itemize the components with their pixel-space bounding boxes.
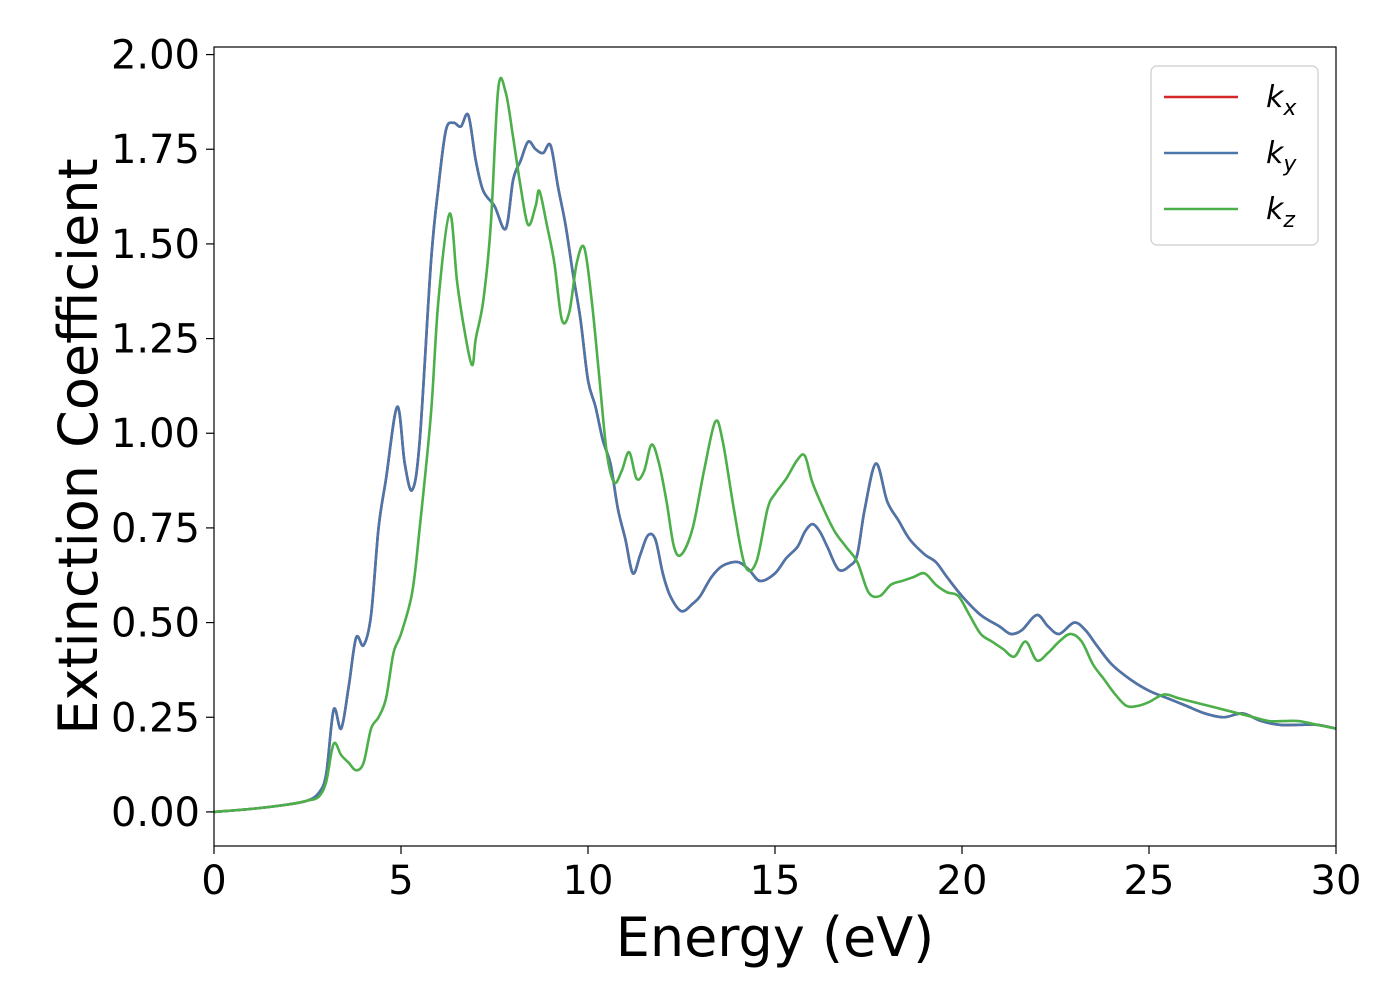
y-tick-label: 0.50: [111, 601, 200, 647]
y-axis-label: Extinction Coefficient: [47, 158, 110, 734]
series-line-kz: [214, 76, 1336, 814]
x-tick-label: 5: [388, 858, 413, 904]
x-tick-label: 30: [1311, 858, 1362, 904]
legend: kx ky kz: [1150, 65, 1319, 246]
y-tick-label: 1.25: [111, 317, 200, 363]
x-tick-label: 20: [937, 858, 988, 904]
y-axis: 0.00 0.25 0.50 0.75 1.00 1.25 1.50 1.75 2.00: [111, 33, 214, 836]
x-tick-label: 10: [563, 858, 614, 904]
legend-label-kz: kz: [1266, 192, 1295, 233]
y-tick-label: 1.50: [111, 222, 200, 268]
plot-lines: [214, 76, 1336, 814]
y-tick-label: 1.75: [111, 127, 200, 173]
x-axis: 0 5 10 15 20 25 30: [201, 846, 1361, 904]
legend-box: [1150, 65, 1319, 246]
y-tick-label: 0.25: [111, 695, 200, 741]
x-axis-label: Energy (eV): [616, 906, 935, 969]
series-line-ky: [214, 112, 1336, 814]
x-tick-label: 15: [750, 858, 801, 904]
y-tick-label: 0.00: [111, 790, 200, 836]
legend-label-kx: kx: [1266, 80, 1297, 121]
y-tick-label: 2.00: [111, 33, 200, 79]
legend-label-ky: ky: [1266, 136, 1297, 177]
x-tick-label: 0: [201, 858, 226, 904]
y-tick-label: 1.00: [111, 411, 200, 457]
y-tick-label: 0.75: [111, 506, 200, 552]
x-tick-label: 25: [1124, 858, 1175, 904]
